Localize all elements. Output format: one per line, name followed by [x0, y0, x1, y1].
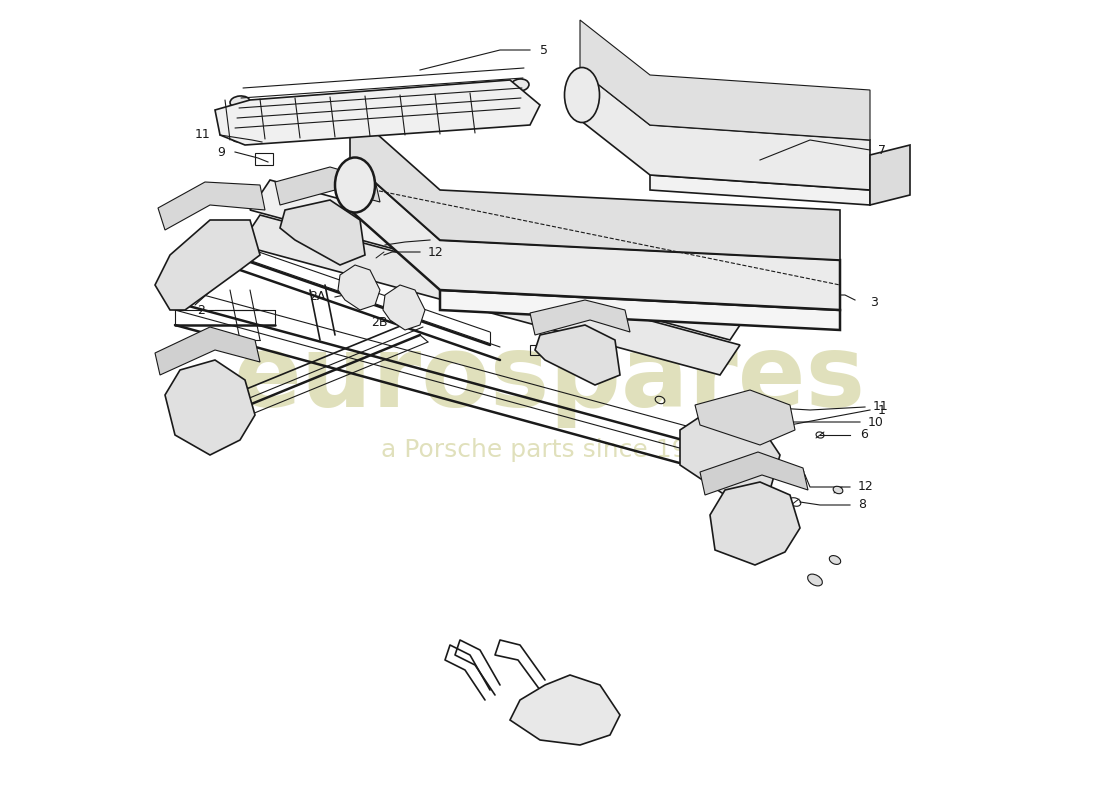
- Text: 12: 12: [858, 481, 873, 494]
- Ellipse shape: [829, 555, 840, 565]
- Polygon shape: [214, 80, 540, 145]
- Polygon shape: [275, 167, 380, 205]
- Text: eurospares: eurospares: [234, 331, 866, 429]
- Text: 8: 8: [858, 498, 866, 511]
- Text: 6: 6: [860, 429, 868, 442]
- Polygon shape: [695, 390, 795, 445]
- Text: 2B: 2B: [372, 315, 388, 329]
- Ellipse shape: [512, 111, 529, 123]
- Polygon shape: [280, 200, 365, 265]
- Polygon shape: [710, 482, 800, 565]
- Text: 7: 7: [878, 143, 886, 157]
- Text: 5: 5: [540, 43, 548, 57]
- Polygon shape: [350, 160, 840, 310]
- Ellipse shape: [512, 79, 529, 91]
- Ellipse shape: [833, 486, 843, 494]
- Polygon shape: [165, 360, 255, 455]
- Text: 2A: 2A: [309, 290, 324, 303]
- Ellipse shape: [564, 67, 600, 122]
- Polygon shape: [338, 265, 379, 310]
- Ellipse shape: [336, 158, 375, 213]
- Polygon shape: [155, 220, 260, 310]
- Text: 11: 11: [873, 401, 889, 414]
- Polygon shape: [158, 182, 265, 230]
- Polygon shape: [240, 215, 740, 375]
- Polygon shape: [350, 110, 840, 260]
- Polygon shape: [870, 145, 910, 205]
- Polygon shape: [250, 180, 750, 340]
- Text: 10: 10: [868, 415, 884, 429]
- Polygon shape: [700, 452, 808, 495]
- Text: 1: 1: [878, 403, 886, 417]
- Polygon shape: [155, 327, 260, 375]
- Ellipse shape: [230, 96, 250, 108]
- Polygon shape: [440, 290, 840, 330]
- Bar: [530, 345, 544, 355]
- Polygon shape: [680, 410, 780, 505]
- Text: 2: 2: [197, 303, 205, 317]
- Text: 9: 9: [217, 146, 226, 158]
- Polygon shape: [535, 325, 620, 385]
- Text: 3: 3: [870, 295, 878, 309]
- Polygon shape: [650, 175, 870, 205]
- Bar: [255, 153, 273, 165]
- Text: a Porsche parts since 1985: a Porsche parts since 1985: [381, 438, 719, 462]
- Ellipse shape: [807, 574, 823, 586]
- Polygon shape: [383, 285, 425, 330]
- Polygon shape: [510, 675, 620, 745]
- Text: 12: 12: [428, 246, 443, 258]
- Polygon shape: [580, 20, 870, 140]
- Polygon shape: [530, 300, 630, 335]
- Text: 11: 11: [195, 129, 210, 142]
- Polygon shape: [580, 70, 870, 190]
- Ellipse shape: [230, 128, 250, 142]
